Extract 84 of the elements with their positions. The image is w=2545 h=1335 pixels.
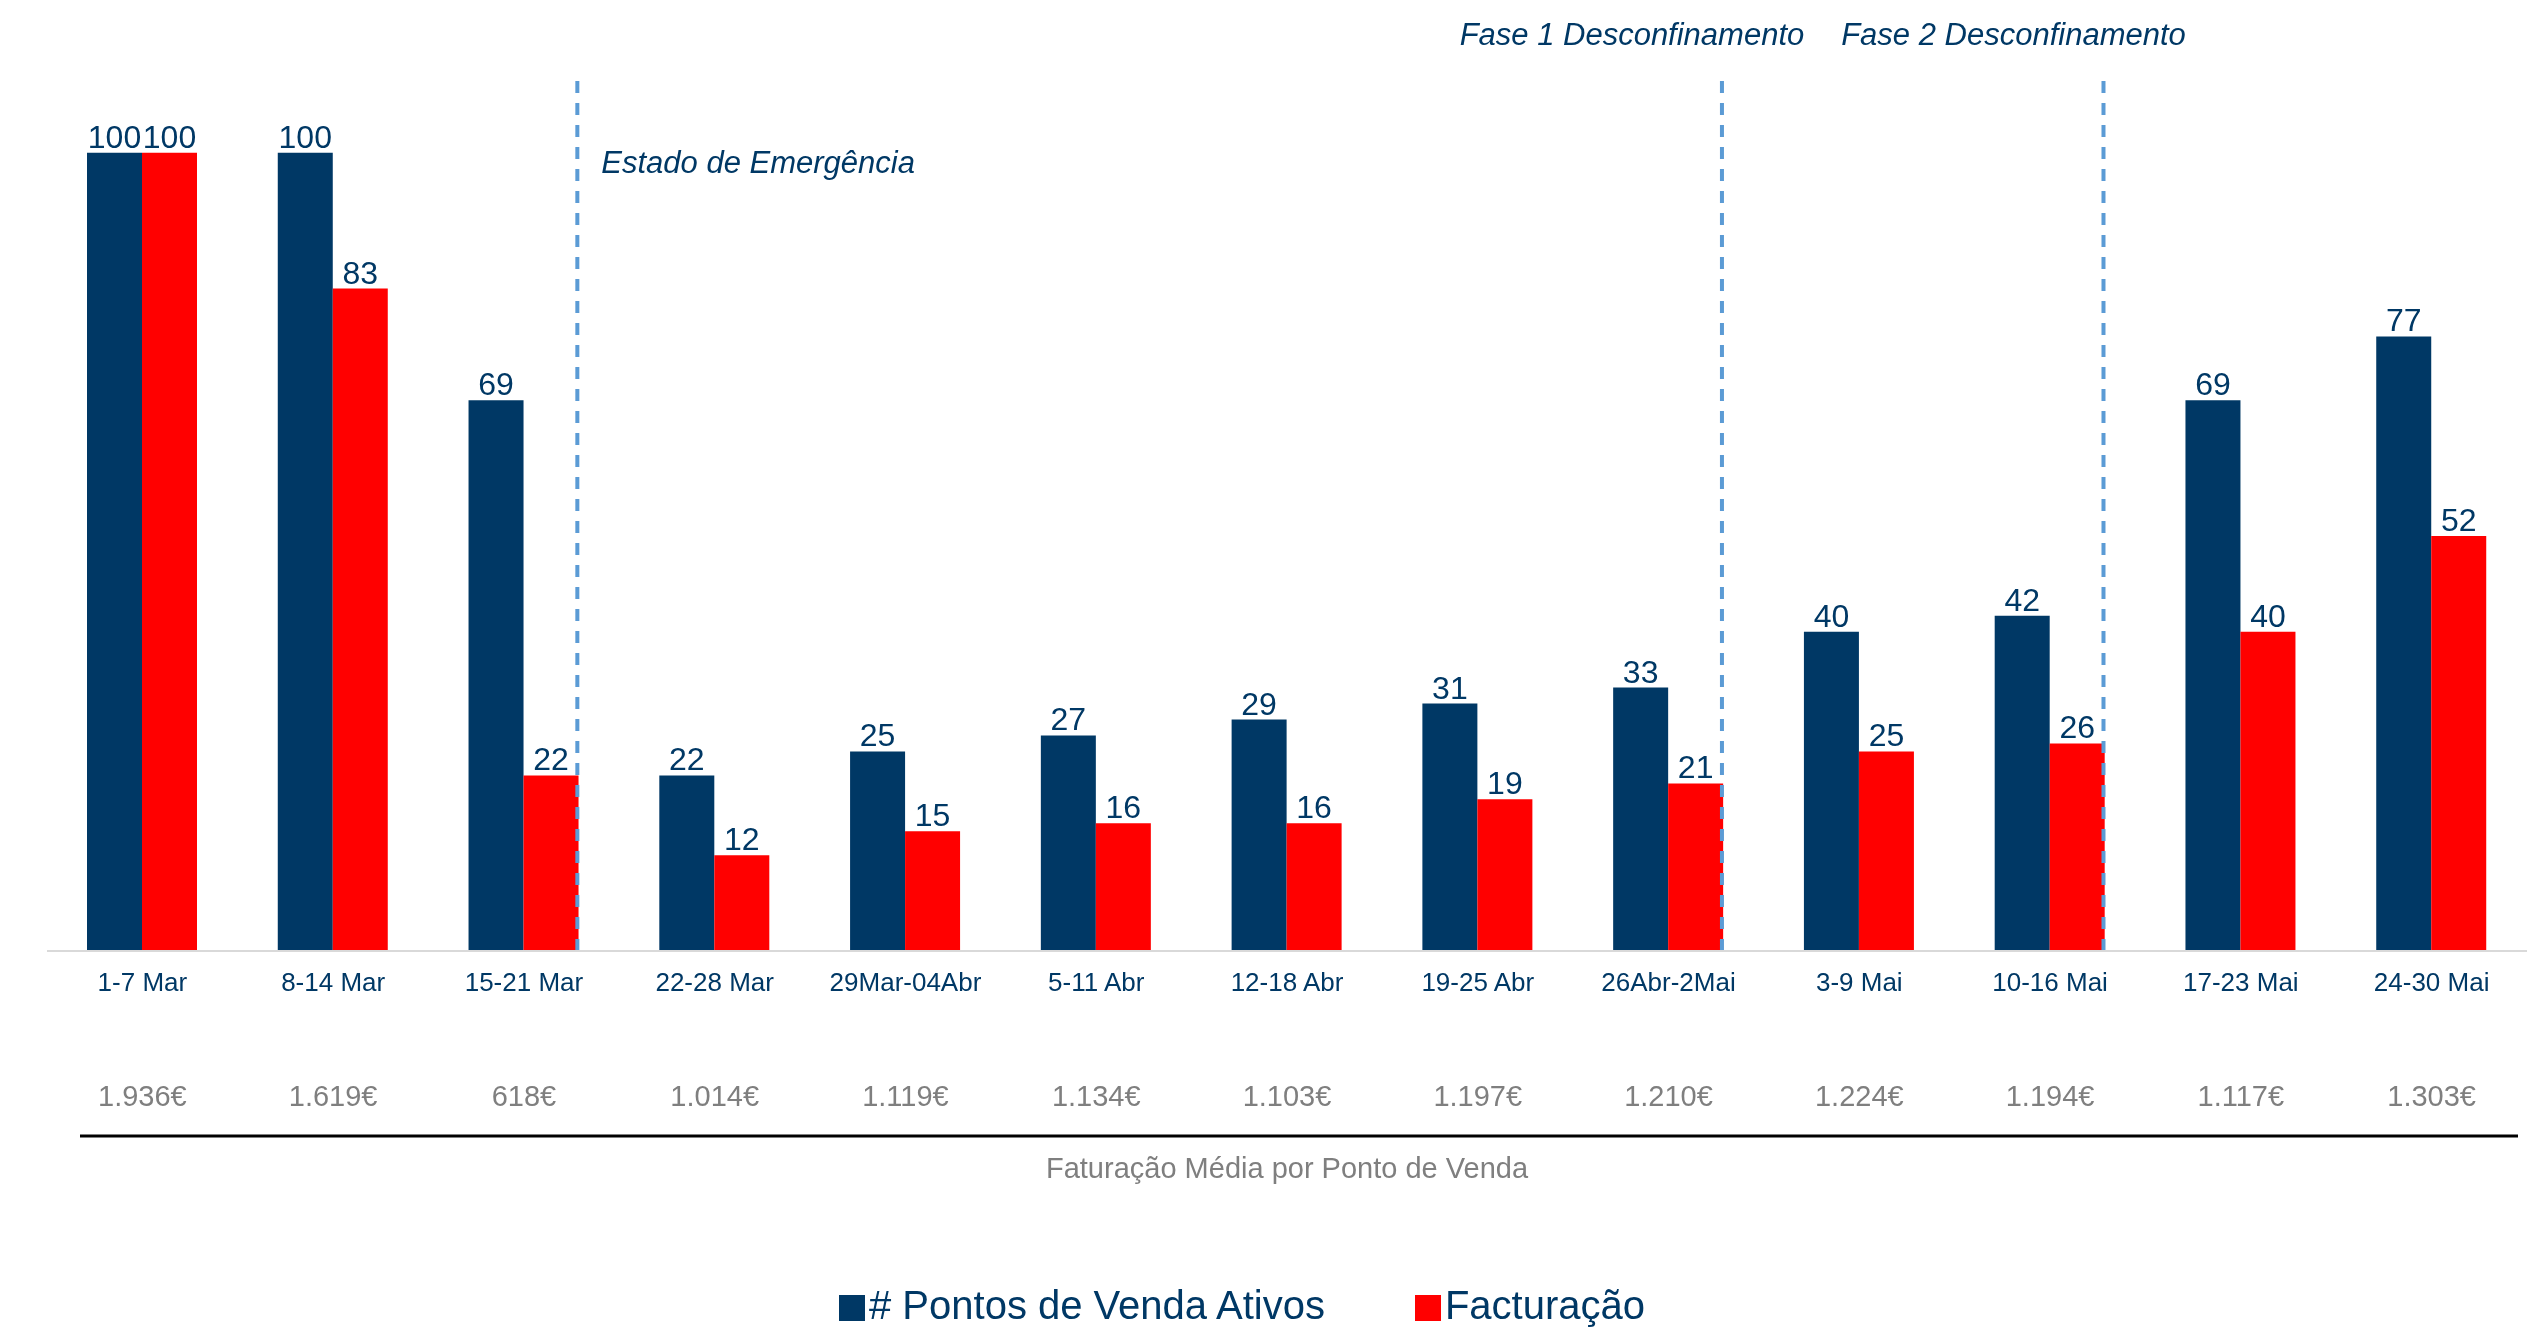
bar bbox=[905, 831, 961, 951]
text: 1.936€ bbox=[98, 1080, 187, 1112]
data-label: 52 bbox=[2440, 501, 2477, 538]
x-tick-label: 10-16 Mai bbox=[1992, 967, 2108, 998]
bar bbox=[1422, 703, 1478, 951]
x-tick-label: 15-21 Mar bbox=[464, 967, 584, 998]
data-label: 22 bbox=[669, 741, 705, 778]
bar bbox=[142, 152, 197, 951]
text: 1.134€ bbox=[1051, 1080, 1141, 1112]
bar bbox=[1858, 751, 1914, 951]
bar bbox=[1477, 799, 1533, 951]
ref-line-label: Fase 1 Desconfinamento bbox=[1459, 17, 1805, 52]
bar bbox=[1803, 631, 1859, 951]
ref-line-label: Estado de Emergência bbox=[601, 145, 915, 180]
bar bbox=[714, 855, 770, 951]
bar bbox=[2240, 631, 2296, 951]
x-tick-label: 19-25 Abr bbox=[1421, 967, 1535, 998]
text: 1.303€ bbox=[2387, 1080, 2476, 1112]
data-label: 100 bbox=[142, 118, 197, 155]
text: 1.014€ bbox=[670, 1080, 760, 1112]
data-label: 22 bbox=[533, 741, 569, 778]
text: 618€ bbox=[491, 1080, 557, 1112]
text: 1.194€ bbox=[2005, 1080, 2095, 1112]
data-label: 12 bbox=[724, 821, 760, 858]
data-label: 33 bbox=[1622, 653, 1659, 690]
data-label: 27 bbox=[1050, 701, 1087, 738]
x-tick-label: 8-14 Mar bbox=[281, 967, 386, 998]
bar bbox=[1231, 719, 1287, 951]
bar bbox=[468, 400, 524, 951]
x-tick-label: 24-30 Mai bbox=[2373, 967, 2490, 998]
x-tick-label: 22-28 Mar bbox=[655, 967, 775, 998]
data-label: 77 bbox=[2385, 302, 2422, 339]
data-label: 16 bbox=[1296, 789, 1332, 826]
x-tick-label: 1-7 Mar bbox=[97, 967, 188, 998]
x-tick-label: 12-18 Abr bbox=[1230, 967, 1344, 998]
x-tick-label: 3-9 Mai bbox=[1815, 967, 1903, 998]
x-tick-label: 17-23 Mai bbox=[2183, 967, 2299, 998]
ref-line-label: Fase 2 Desconfinamento bbox=[1841, 17, 2186, 52]
bar bbox=[659, 775, 715, 951]
x-tick-label: 5-11 Abr bbox=[1048, 967, 1145, 998]
data-label: 16 bbox=[1105, 789, 1142, 826]
text: 1.103€ bbox=[1242, 1080, 1332, 1112]
bar bbox=[87, 152, 142, 951]
text: 1.210€ bbox=[1624, 1080, 1713, 1112]
text: 1.619€ bbox=[288, 1080, 378, 1112]
bar bbox=[1613, 687, 1669, 951]
text: 1.197€ bbox=[1433, 1080, 1523, 1112]
bar bbox=[277, 152, 333, 951]
data-label: 40 bbox=[1813, 597, 1850, 634]
text: 1.224€ bbox=[1814, 1080, 1904, 1112]
bar bbox=[2185, 400, 2241, 951]
data-label: 100 bbox=[278, 118, 332, 155]
data-label: 83 bbox=[342, 254, 379, 291]
data-label: 19 bbox=[1487, 765, 1523, 802]
data-label: 40 bbox=[2250, 597, 2286, 634]
text: 1.117€ bbox=[2197, 1080, 2285, 1112]
text: Faturação Média por Ponto de Venda bbox=[1045, 1152, 1529, 1184]
bar bbox=[2049, 743, 2105, 951]
data-label: 29 bbox=[1241, 685, 1277, 722]
data-label: 21 bbox=[1677, 749, 1714, 786]
data-label: 25 bbox=[1868, 717, 1905, 754]
bar bbox=[1040, 735, 1096, 951]
bar bbox=[850, 751, 906, 951]
x-tick-label: 29Mar-04Abr bbox=[829, 967, 982, 998]
bar bbox=[1668, 783, 1724, 951]
bar bbox=[2376, 336, 2432, 951]
bar bbox=[523, 775, 579, 951]
data-label: 25 bbox=[859, 717, 896, 754]
bar bbox=[1286, 823, 1342, 951]
data-label: 31 bbox=[1432, 669, 1468, 706]
data-label: 42 bbox=[2004, 581, 2040, 618]
bar bbox=[1994, 615, 2050, 951]
legend-label: # Pontos de Venda Ativos bbox=[868, 1283, 1325, 1327]
data-label: 100 bbox=[87, 118, 142, 155]
x-tick-label: 26Abr-2Mai bbox=[1601, 967, 1736, 998]
data-label: 69 bbox=[2195, 366, 2231, 403]
data-label: 26 bbox=[2059, 709, 2095, 746]
data-label: 15 bbox=[914, 797, 951, 834]
text: 1.119€ bbox=[862, 1080, 949, 1112]
bar bbox=[2431, 535, 2487, 951]
legend-label: Facturação bbox=[1444, 1283, 1645, 1327]
bar bbox=[332, 288, 388, 951]
data-label: 69 bbox=[478, 366, 514, 403]
bar bbox=[1095, 823, 1151, 951]
